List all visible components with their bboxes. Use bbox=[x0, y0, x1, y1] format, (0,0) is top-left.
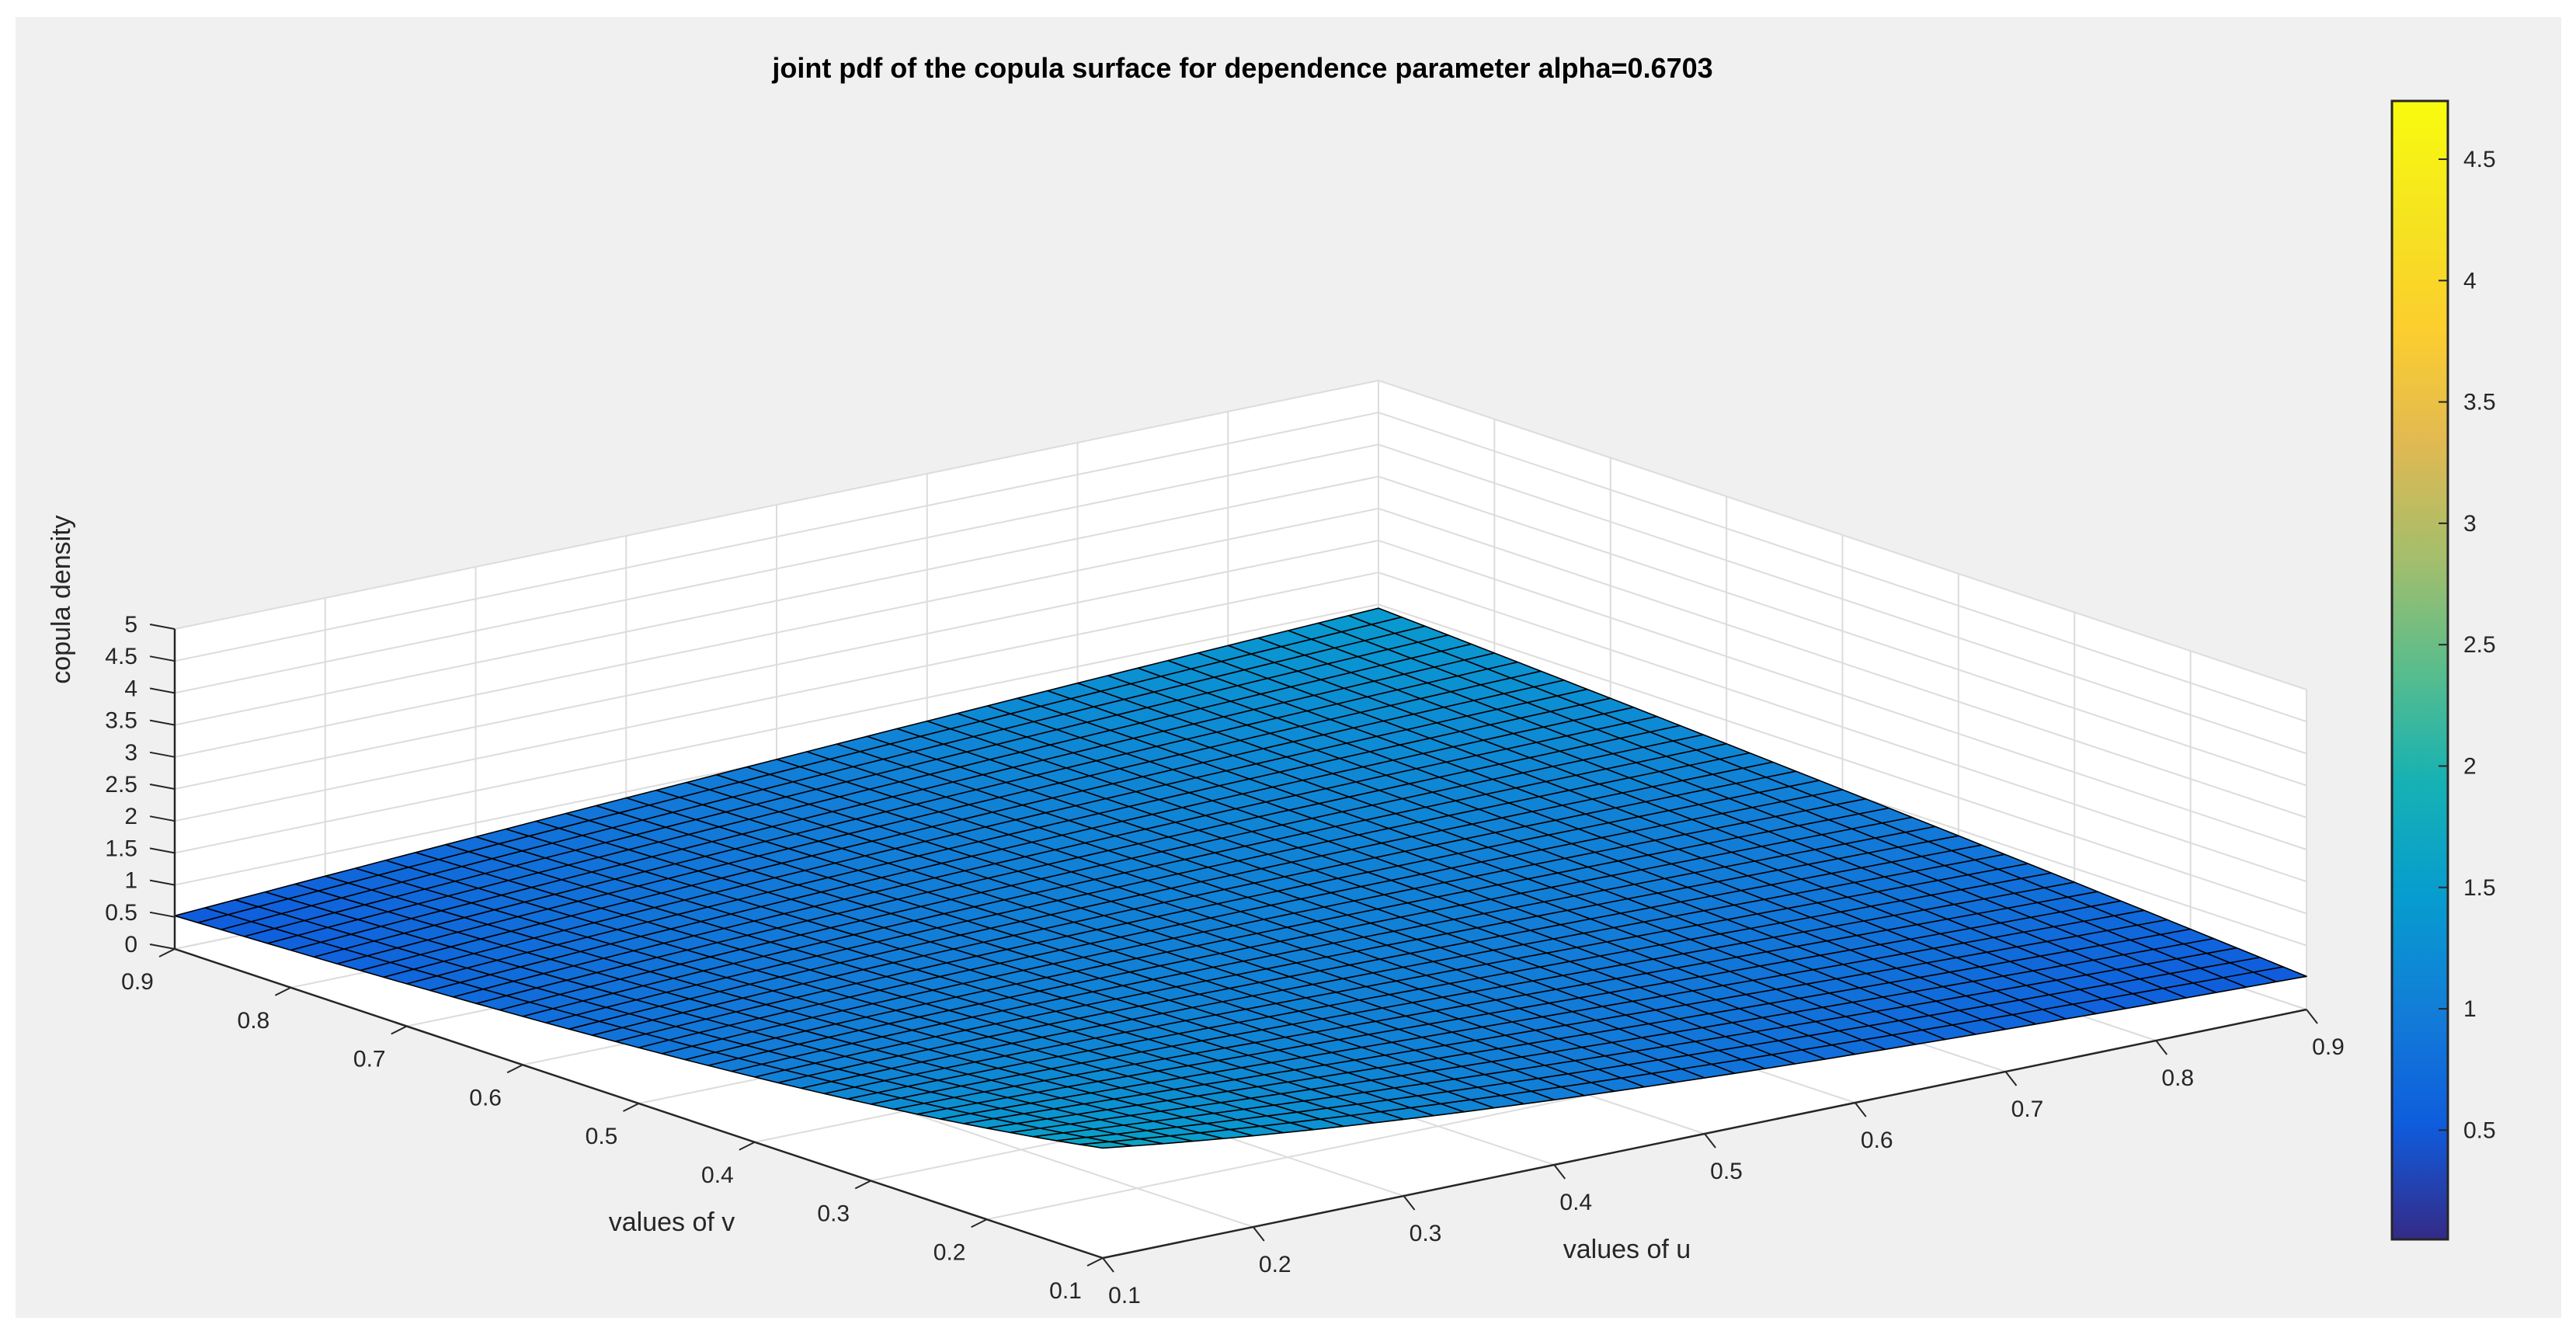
colorbar-gradient bbox=[2390, 99, 2449, 1241]
svg-text:0.7: 0.7 bbox=[2011, 1096, 2044, 1122]
svg-text:2.5: 2.5 bbox=[105, 772, 137, 798]
v-axis-label: values of v bbox=[609, 1208, 735, 1237]
svg-text:0.9: 0.9 bbox=[121, 969, 154, 995]
svg-text:2: 2 bbox=[124, 804, 137, 829]
svg-text:4: 4 bbox=[2463, 268, 2477, 294]
svg-text:0.3: 0.3 bbox=[1410, 1221, 1442, 1246]
svg-text:0.8: 0.8 bbox=[2161, 1065, 2194, 1091]
svg-text:0.6: 0.6 bbox=[1861, 1128, 1893, 1153]
copula-surface bbox=[174, 607, 2307, 1149]
svg-text:0.4: 0.4 bbox=[701, 1162, 734, 1188]
svg-text:0.4: 0.4 bbox=[1559, 1190, 1592, 1215]
axis-ticks: 0.1 0.2 0.3 0.4 0.5 0.6 0.7 0.8 0.9 0.1 0.2 0.3 0.4 0… bbox=[105, 612, 2345, 1308]
svg-text:3.5: 3.5 bbox=[105, 708, 137, 734]
svg-text:3: 3 bbox=[2463, 511, 2477, 537]
chart-title: joint pdf of the copula surface for depe… bbox=[771, 52, 1712, 84]
svg-text:1.5: 1.5 bbox=[2463, 875, 2496, 901]
svg-text:1.5: 1.5 bbox=[105, 836, 137, 861]
svg-text:0.6: 0.6 bbox=[469, 1085, 502, 1110]
z-axis-label: copula density bbox=[47, 515, 76, 683]
svg-text:4: 4 bbox=[124, 676, 137, 701]
svg-text:0.5: 0.5 bbox=[105, 900, 137, 926]
svg-text:0.7: 0.7 bbox=[353, 1047, 386, 1072]
svg-text:0.5: 0.5 bbox=[1710, 1159, 1743, 1184]
svg-text:0.3: 0.3 bbox=[817, 1201, 850, 1227]
colorbar-ticks: 0.5 1 1.5 2 2.5 3 3.5 4 4.5 bbox=[2439, 147, 2496, 1143]
svg-text:0.8: 0.8 bbox=[238, 1008, 270, 1034]
svg-text:3: 3 bbox=[124, 740, 137, 766]
svg-text:0.9: 0.9 bbox=[2312, 1034, 2345, 1060]
svg-text:1: 1 bbox=[2463, 996, 2477, 1022]
svg-text:0.2: 0.2 bbox=[933, 1239, 966, 1265]
u-axis-label: values of u bbox=[1563, 1235, 1691, 1264]
svg-text:0.5: 0.5 bbox=[2463, 1117, 2496, 1143]
svg-text:2.5: 2.5 bbox=[2463, 632, 2496, 658]
colorbar[interactable]: 0.5 1 1.5 2 2.5 3 3.5 4 4.5 bbox=[2390, 99, 2496, 1241]
svg-text:4.5: 4.5 bbox=[105, 644, 137, 669]
svg-text:2: 2 bbox=[2463, 753, 2477, 779]
svg-text:0.2: 0.2 bbox=[1259, 1252, 1291, 1277]
surface-plot[interactable]: 0.1 0.2 0.3 0.4 0.5 0.6 0.7 0.8 0.9 0.1 0.2 0.3 0.4 0… bbox=[16, 17, 2561, 1318]
svg-text:0.1: 0.1 bbox=[1049, 1278, 1082, 1304]
svg-text:0: 0 bbox=[124, 932, 137, 957]
svg-text:1: 1 bbox=[124, 868, 137, 894]
svg-text:0.5: 0.5 bbox=[586, 1124, 618, 1149]
svg-text:3.5: 3.5 bbox=[2463, 390, 2496, 415]
svg-text:5: 5 bbox=[124, 612, 137, 638]
figure-window: 0.1 0.2 0.3 0.4 0.5 0.6 0.7 0.8 0.9 0.1 0.2 0.3 0.4 0… bbox=[16, 17, 2561, 1318]
svg-text:0.1: 0.1 bbox=[1108, 1283, 1141, 1308]
svg-text:4.5: 4.5 bbox=[2463, 147, 2496, 172]
